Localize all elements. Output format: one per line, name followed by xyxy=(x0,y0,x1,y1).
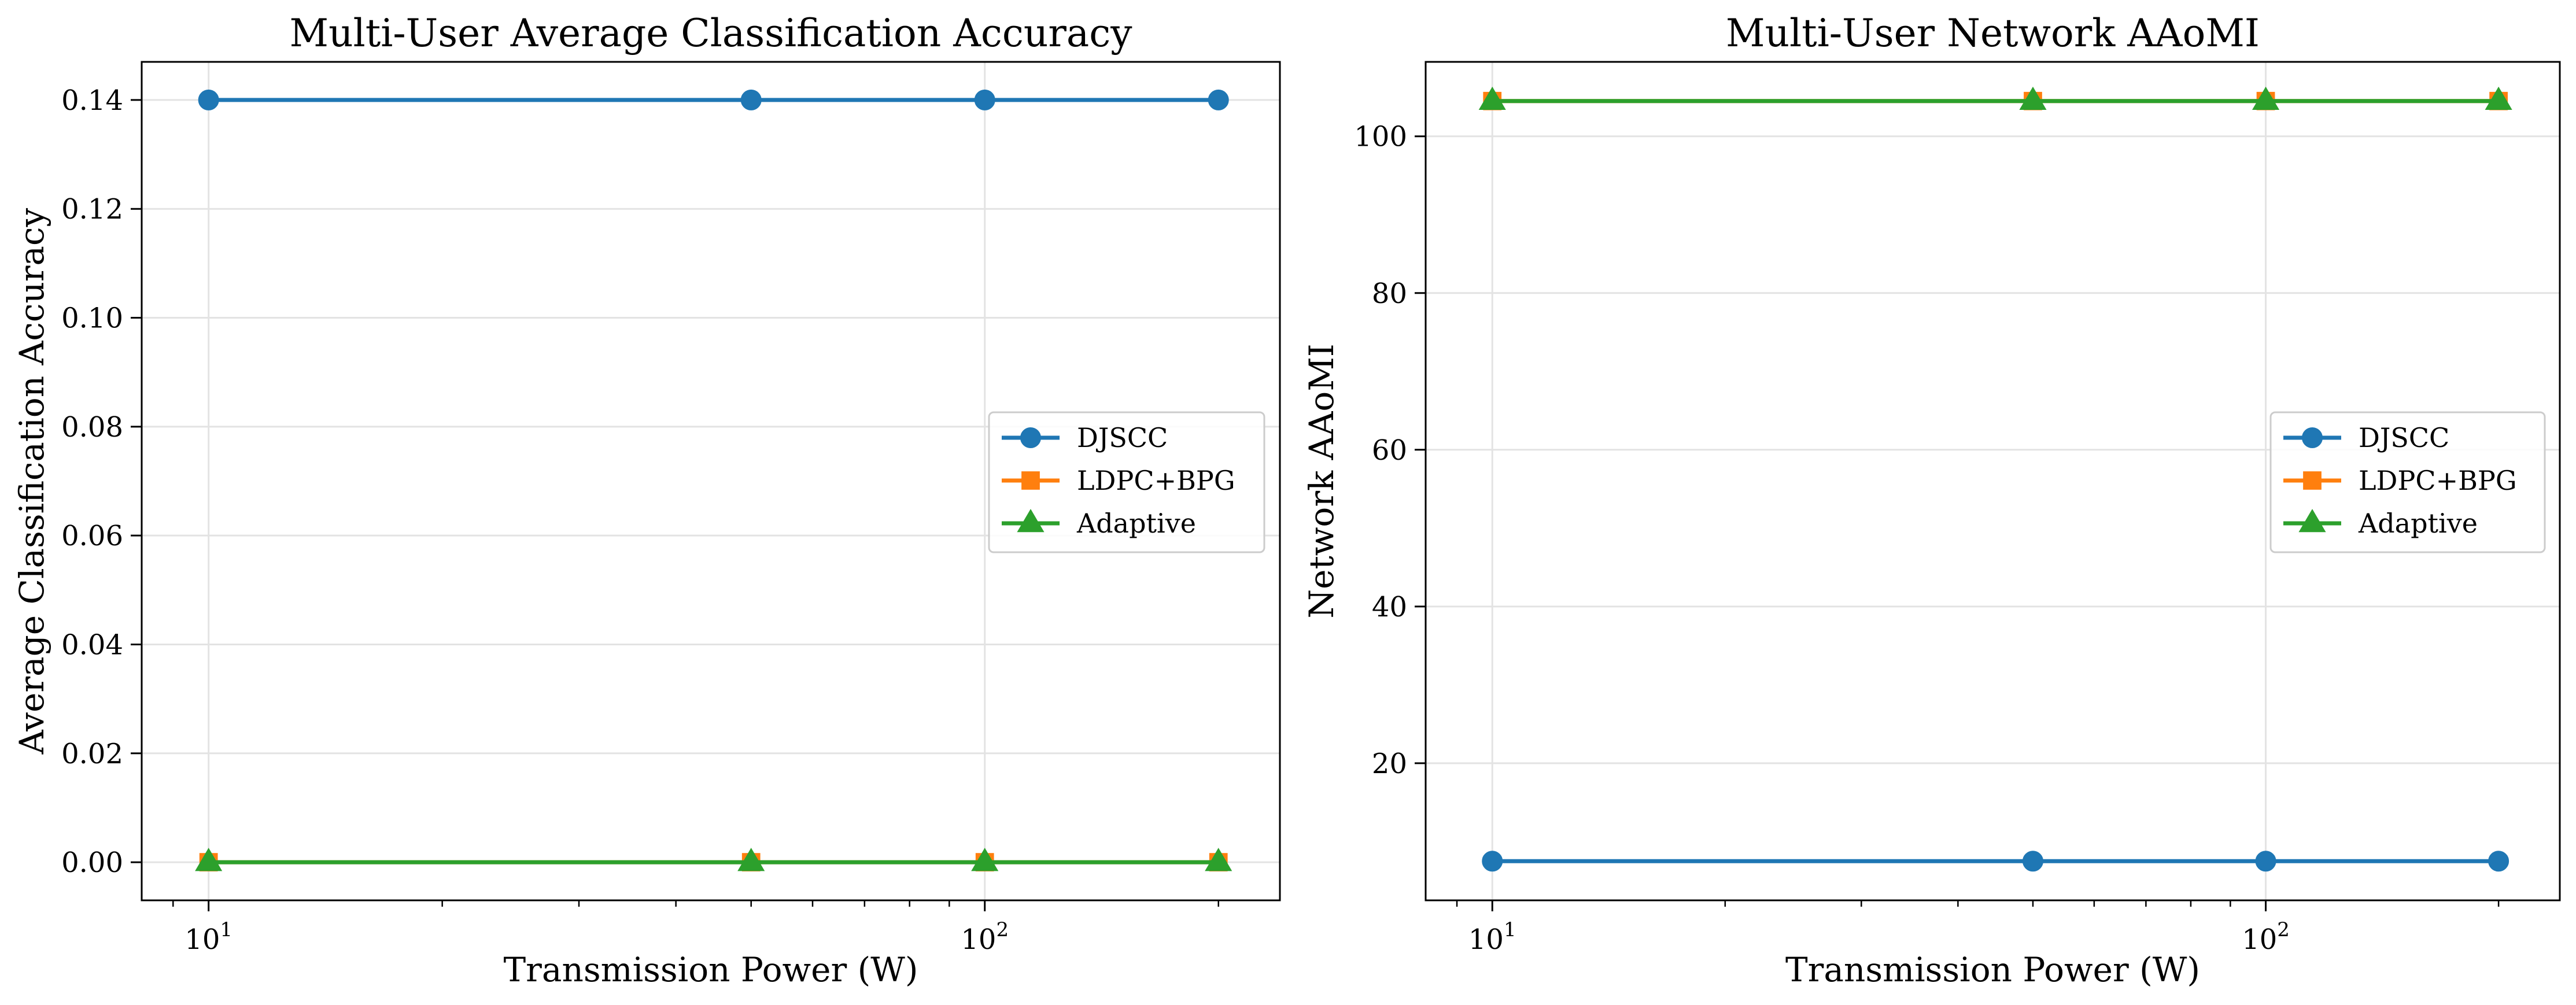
legend: DJSCC LDPC+BPG Adaptive xyxy=(988,411,1265,553)
data-point xyxy=(1208,89,1229,110)
series-adaptive xyxy=(195,848,1232,871)
data-point xyxy=(1205,848,1232,871)
y-tick-label: 0.00 xyxy=(61,847,123,879)
y-tick-label: 20 xyxy=(1372,748,1407,780)
chart-title: Multi-User Network AAoMI xyxy=(1726,11,2260,56)
data-point xyxy=(2255,851,2276,872)
legend-marker xyxy=(2302,427,2323,448)
axes-frame xyxy=(141,61,1281,901)
data-point xyxy=(2485,86,2512,110)
y-tick-label: 0.10 xyxy=(61,302,123,335)
legend-label: DJSCC xyxy=(2359,422,2449,453)
x-tick-label: 101 xyxy=(1468,918,1516,956)
y-tick-label: 60 xyxy=(1372,434,1407,467)
y-tick-label: 100 xyxy=(1354,121,1407,153)
data-point xyxy=(737,848,765,871)
legend-marker xyxy=(2298,509,2326,533)
y-tick-label: 40 xyxy=(1372,591,1407,623)
y-tick-label: 80 xyxy=(1372,278,1407,310)
data-point xyxy=(1478,86,1506,110)
x-tick-label: 102 xyxy=(2242,918,2290,956)
x-tick-label: 102 xyxy=(961,918,1009,956)
axes-frame xyxy=(1424,61,2561,901)
subplot-2: 101 102 20 40 60 80 100 Multi-User Network AAoM… xyxy=(1302,11,2561,989)
series-adaptive xyxy=(1478,86,2512,110)
data-point xyxy=(1482,851,1503,872)
y-axis-label: Network AAoMI xyxy=(1302,343,1341,618)
x-axis-label: Transmission Power (W) xyxy=(503,950,918,989)
legend-label: LDPC+BPG xyxy=(1077,465,1235,496)
legend-label: Adaptive xyxy=(1076,508,1196,539)
data-point xyxy=(971,848,999,871)
legend-marker xyxy=(1017,509,1045,533)
legend-marker xyxy=(2303,471,2322,490)
legend-marker xyxy=(1020,427,1041,448)
data-point xyxy=(2488,851,2509,872)
y-tick-label: 0.02 xyxy=(61,738,123,770)
legend-label: Adaptive xyxy=(2358,508,2478,539)
x-tick-label: 101 xyxy=(184,918,232,956)
y-tick-label: 0.12 xyxy=(61,193,123,226)
legend-box xyxy=(988,411,1265,553)
legend-marker xyxy=(1021,471,1040,490)
legend-label: LDPC+BPG xyxy=(2359,465,2517,496)
x-axis-label: Transmission Power (W) xyxy=(1785,950,2200,989)
chart-title: Multi-User Average Classification Accura… xyxy=(290,11,1133,56)
y-tick-label: 0.06 xyxy=(61,520,123,552)
series-djscc xyxy=(1482,851,2509,872)
subplot-1: 101 102 0.00 0.02 0.04 0.06 0.08 0.10 0.12 0.14 Mu… xyxy=(12,11,1281,989)
data-point xyxy=(198,89,219,110)
legend: DJSCC LDPC+BPG Adaptive xyxy=(2269,411,2546,553)
data-point xyxy=(2019,86,2047,110)
legend-label: DJSCC xyxy=(1077,422,1168,453)
y-axis-label: Average Classification Accuracy xyxy=(12,208,51,755)
y-tick-label: 0.14 xyxy=(61,84,123,117)
y-tick-label: 0.04 xyxy=(61,629,123,661)
y-tick-label: 0.08 xyxy=(61,411,123,444)
data-point xyxy=(2022,851,2043,872)
legend-box xyxy=(2269,411,2546,553)
data-point xyxy=(2252,86,2280,110)
data-point xyxy=(974,89,995,110)
data-point xyxy=(195,848,223,871)
series-djscc xyxy=(198,89,1229,110)
data-point xyxy=(740,89,762,110)
